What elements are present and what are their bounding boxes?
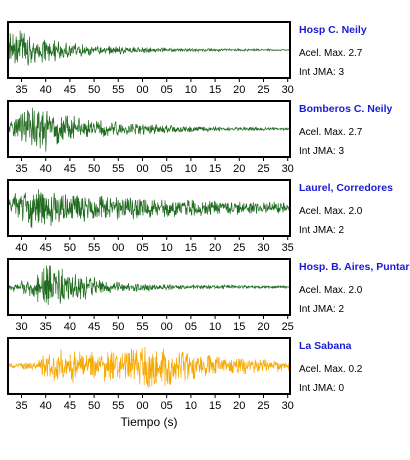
x-tick-label: 10 <box>209 321 221 333</box>
x-tick-label: 05 <box>161 163 173 175</box>
acel-max-label: Acel. Max. 0.2 <box>299 364 363 375</box>
x-tick-label: 20 <box>233 400 245 412</box>
trace-5 <box>8 346 290 388</box>
x-axis-label: Tiempo (s) <box>121 415 178 429</box>
panel-frame <box>7 337 291 395</box>
x-tick-label: 50 <box>112 321 124 333</box>
x-tick-label: 05 <box>161 400 173 412</box>
x-tick-label: 50 <box>88 84 100 96</box>
panel-frame <box>7 100 291 158</box>
int-jma-label: Int JMA: 2 <box>299 304 344 315</box>
panel-3: 40 45 50 55 00 05 10 15 20 25 30 35 Laurel, Corredor… <box>7 179 393 254</box>
x-tick-label: 20 <box>233 163 245 175</box>
x-tick-label: 35 <box>282 242 294 254</box>
x-tick-label: 45 <box>64 400 76 412</box>
panel-frame <box>7 179 291 237</box>
x-tick-label: 40 <box>40 400 52 412</box>
x-tick-label: 35 <box>40 321 52 333</box>
panel-5: 35 40 45 50 55 00 05 10 15 20 25 30 La Sabana Acel. M… <box>7 337 363 412</box>
int-jma-label: Int JMA: 0 <box>299 383 344 394</box>
x-tick-label: 20 <box>209 242 221 254</box>
x-tick-label: 55 <box>88 242 100 254</box>
x-tick-label: 40 <box>40 163 52 175</box>
x-tick-label: 15 <box>233 321 245 333</box>
x-tick-label: 35 <box>15 400 27 412</box>
x-tick-label: 25 <box>257 400 269 412</box>
x-tick-label: 20 <box>257 321 269 333</box>
x-tick-label: 30 <box>282 400 294 412</box>
acel-max-label: Acel. Max. 2.0 <box>299 206 363 217</box>
panel-2: 35 40 45 50 55 00 05 10 15 20 25 30 Bomberos C. Neil… <box>7 100 393 175</box>
x-tick-label: 25 <box>257 163 269 175</box>
x-tick-label: 10 <box>185 84 197 96</box>
trace-1 <box>8 30 290 66</box>
x-tick-label: 05 <box>136 242 148 254</box>
x-tick-label: 05 <box>185 321 197 333</box>
x-tick-label: 30 <box>282 163 294 175</box>
station-name: Bomberos C. Neily <box>299 103 393 115</box>
x-tick-label: 35 <box>15 84 27 96</box>
x-tick-label: 00 <box>136 400 148 412</box>
x-tick-label: 55 <box>136 321 148 333</box>
panel-4: 30 35 40 45 50 55 00 05 10 15 20 25 Hosp. B. Aires, … <box>7 258 410 333</box>
x-tick-label: 55 <box>112 84 124 96</box>
x-tick-label: 45 <box>64 84 76 96</box>
x-tick-label: 25 <box>257 84 269 96</box>
x-tick-label: 00 <box>112 242 124 254</box>
x-tick-label: 15 <box>209 400 221 412</box>
x-tick-label: 55 <box>112 163 124 175</box>
x-tick-label: 00 <box>161 321 173 333</box>
station-name: Hosp C. Neily <box>299 24 367 36</box>
station-name: La Sabana <box>299 340 352 352</box>
x-tick-label: 25 <box>233 242 245 254</box>
x-tick-label: 05 <box>161 84 173 96</box>
x-tick-label: 30 <box>15 321 27 333</box>
x-tick-label: 10 <box>185 163 197 175</box>
station-name: Hosp. B. Aires, Puntare <box>299 261 410 273</box>
x-tick-label: 20 <box>233 84 245 96</box>
acel-max-label: Acel. Max. 2.0 <box>299 285 363 296</box>
int-jma-label: Int JMA: 2 <box>299 225 344 236</box>
x-tick-label: 25 <box>282 321 294 333</box>
trace-2 <box>8 107 290 152</box>
station-name: Laurel, Corredores <box>299 182 393 194</box>
x-tick-label: 50 <box>88 163 100 175</box>
acel-max-label: Acel. Max. 2.7 <box>299 48 363 59</box>
x-tick-label: 50 <box>64 242 76 254</box>
x-tick-label: 35 <box>15 163 27 175</box>
x-tick-label: 30 <box>282 84 294 96</box>
x-tick-label: 40 <box>15 242 27 254</box>
x-tick-label: 10 <box>185 400 197 412</box>
x-tick-label: 15 <box>209 84 221 96</box>
x-tick-label: 45 <box>40 242 52 254</box>
x-tick-label: 00 <box>136 163 148 175</box>
x-tick-label: 55 <box>112 400 124 412</box>
int-jma-label: Int JMA: 3 <box>299 146 344 157</box>
panel-1: 35 40 45 50 55 00 05 10 15 20 25 30 Hosp C. Neily Ace… <box>7 21 367 96</box>
x-tick-label: 10 <box>161 242 173 254</box>
x-tick-label: 40 <box>40 84 52 96</box>
trace-4 <box>8 265 290 305</box>
x-tick-label: 40 <box>64 321 76 333</box>
x-tick-label: 50 <box>88 400 100 412</box>
panel-frame <box>7 258 291 316</box>
panel-frame <box>7 21 291 79</box>
x-tick-label: 15 <box>185 242 197 254</box>
int-jma-label: Int JMA: 3 <box>299 67 344 78</box>
x-tick-label: 45 <box>64 163 76 175</box>
x-tick-label: 15 <box>209 163 221 175</box>
trace-3 <box>8 189 290 228</box>
x-tick-label: 00 <box>136 84 148 96</box>
x-tick-label: 30 <box>257 242 269 254</box>
acel-max-label: Acel. Max. 2.7 <box>299 127 363 138</box>
x-tick-label: 45 <box>88 321 100 333</box>
